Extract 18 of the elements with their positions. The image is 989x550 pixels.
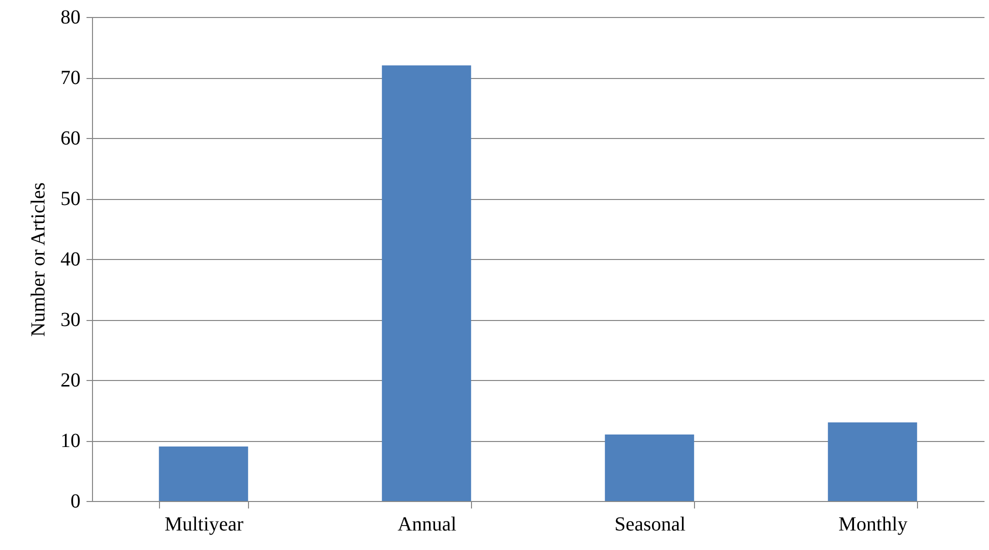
y-tick-label: 70	[60, 67, 80, 89]
bar	[604, 434, 694, 501]
y-axis-title: Number or Articles	[28, 182, 50, 337]
y-tick-label: 30	[60, 309, 80, 331]
y-tick-label: 50	[60, 188, 80, 210]
bar	[828, 422, 918, 501]
bar	[158, 446, 248, 501]
y-tick-label: 10	[60, 430, 80, 452]
x-tick-label: Seasonal	[614, 514, 686, 536]
x-tick-label: Multiyear	[164, 514, 244, 536]
y-tick-label: 0	[70, 490, 80, 512]
y-tick-label: 40	[60, 248, 80, 270]
bar	[382, 65, 472, 501]
y-tick-label: 80	[60, 6, 80, 28]
x-tick-label: Annual	[398, 514, 457, 536]
x-tick-label: Monthly	[838, 514, 908, 536]
y-tick-label: 60	[60, 128, 80, 150]
y-tick-label: 20	[60, 370, 80, 392]
